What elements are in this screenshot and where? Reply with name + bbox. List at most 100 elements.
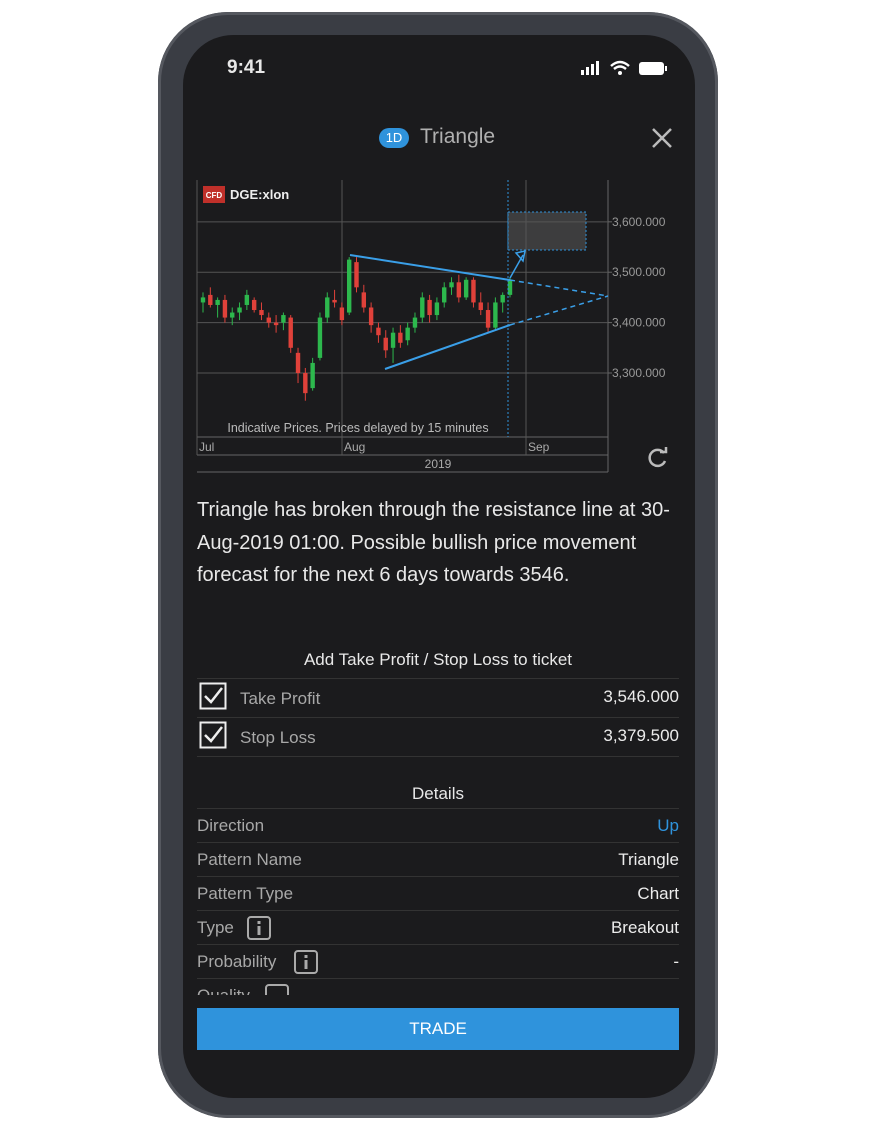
ticket-row: Take Profit 3,546.000 xyxy=(197,679,679,718)
candle-body xyxy=(354,262,359,288)
ticket-value: 3,379.500 xyxy=(603,726,679,745)
candle-body xyxy=(361,292,367,308)
detail-label: Direction xyxy=(197,816,265,835)
breakout-arrow xyxy=(509,250,526,279)
divider xyxy=(197,678,679,679)
candle-body xyxy=(303,373,308,394)
price-chart: 3,600.000 3,500.000 3,400.000 3,300.000 Jul A… xyxy=(196,180,666,473)
detail-value: Up xyxy=(657,816,679,835)
detail-value: - xyxy=(673,952,679,971)
candle-body xyxy=(405,327,410,341)
candle-body xyxy=(266,317,271,323)
detail-value: Breakout xyxy=(610,918,679,937)
candle-body xyxy=(332,299,337,303)
candle-body xyxy=(427,299,432,316)
timeframe-badge: 1D xyxy=(379,128,409,148)
y-tick-label: 3,500.000 xyxy=(612,265,666,279)
detail-row: Pattern Type Chart xyxy=(197,877,679,911)
detail-row: Quality ---- xyxy=(197,979,679,995)
x-tick-label: Aug xyxy=(344,440,365,454)
candle-body xyxy=(398,332,403,343)
detail-value: ---- xyxy=(656,986,679,995)
cfd-badge-bg xyxy=(203,186,225,203)
details-title: Details xyxy=(412,784,464,803)
status-time: 9:41 xyxy=(227,57,266,78)
detail-label: Quality xyxy=(197,986,250,995)
candle-body xyxy=(456,282,462,298)
triangle-projection xyxy=(509,279,609,326)
ticket-label: Take Profit xyxy=(240,689,321,708)
candle-body xyxy=(208,294,213,305)
detail-row: Direction Up xyxy=(197,809,679,843)
pattern-description: Triangle has broken through the resistan… xyxy=(197,499,670,586)
y-tick-label: 3,600.000 xyxy=(612,215,666,229)
y-tick-label: 3,400.000 xyxy=(612,316,666,330)
info-icon[interactable] xyxy=(294,950,318,974)
candle-body xyxy=(230,312,235,318)
symbol: DGE:xlon xyxy=(230,187,289,202)
detail-label: Type xyxy=(197,918,234,937)
candle-body xyxy=(259,310,264,316)
candle-body xyxy=(222,299,228,318)
candle-body xyxy=(507,279,513,295)
detail-value: Chart xyxy=(637,884,679,903)
candle-body xyxy=(500,294,505,303)
candle-body xyxy=(420,297,425,318)
candle-body xyxy=(244,294,250,305)
cfd-badge: CFD xyxy=(206,191,223,200)
trade-button[interactable]: TRADE xyxy=(197,1008,679,1050)
detail-row: Type Breakout xyxy=(197,911,679,945)
candle-body xyxy=(281,315,286,323)
candle-body xyxy=(376,327,381,336)
refresh-button[interactable] xyxy=(647,447,669,469)
candle-body xyxy=(251,299,257,311)
details-list: Direction Up Pattern Name Triangle Pattern… xyxy=(183,808,695,995)
y-tick-label: 3,300.000 xyxy=(612,366,666,380)
candle-body xyxy=(471,279,476,303)
ticket-row: Stop Loss 3,379.500 xyxy=(197,718,679,757)
detail-value: Triangle xyxy=(618,850,679,869)
candle-body xyxy=(237,307,242,313)
candle-body xyxy=(346,259,352,313)
candle-body xyxy=(215,299,220,305)
candle-body xyxy=(288,317,293,348)
detail-label: Pattern Type xyxy=(197,884,294,903)
candle-body xyxy=(317,317,323,358)
triangle-lines xyxy=(349,254,511,370)
info-icon[interactable] xyxy=(265,984,289,995)
x-tick-label: Jul xyxy=(199,440,214,454)
candle-body xyxy=(434,302,440,316)
candle-body xyxy=(463,279,469,298)
target-zone xyxy=(507,211,587,251)
ticket-label: Stop Loss xyxy=(240,728,316,747)
candle-body xyxy=(295,352,301,374)
divider xyxy=(197,808,679,809)
screen: 9:41 1D Triangle 3,600.000 3,500.000 3,400… xyxy=(183,35,695,1098)
detail-row: Probability - xyxy=(197,945,679,979)
candle-body xyxy=(485,310,491,328)
chart-note: Indicative Prices. Prices delayed by 15 … xyxy=(227,421,488,435)
candle-body xyxy=(412,317,418,328)
detail-label: Pattern Name xyxy=(197,850,302,869)
close-button[interactable] xyxy=(651,127,673,149)
candle-body xyxy=(383,337,388,351)
candle-body xyxy=(310,362,315,389)
x-tick-label: Sep xyxy=(528,440,550,454)
candle-body xyxy=(200,297,206,303)
info-icon[interactable] xyxy=(247,916,271,940)
header-title: Triangle xyxy=(420,125,496,148)
candle-body xyxy=(368,307,374,326)
take-profit-checkbox[interactable] xyxy=(199,682,227,710)
candle-body xyxy=(449,282,454,288)
candle-body xyxy=(339,307,345,321)
candle-body xyxy=(478,302,483,311)
candle-body xyxy=(273,322,279,326)
candle-body xyxy=(325,297,330,318)
status-icons xyxy=(581,60,667,75)
ticket-value: 3,546.000 xyxy=(603,687,679,706)
candle-body xyxy=(442,287,447,303)
ticket-title: Add Take Profit / Stop Loss to ticket xyxy=(303,650,573,669)
candle-body xyxy=(493,302,498,328)
stop-loss-checkbox[interactable] xyxy=(199,721,227,749)
